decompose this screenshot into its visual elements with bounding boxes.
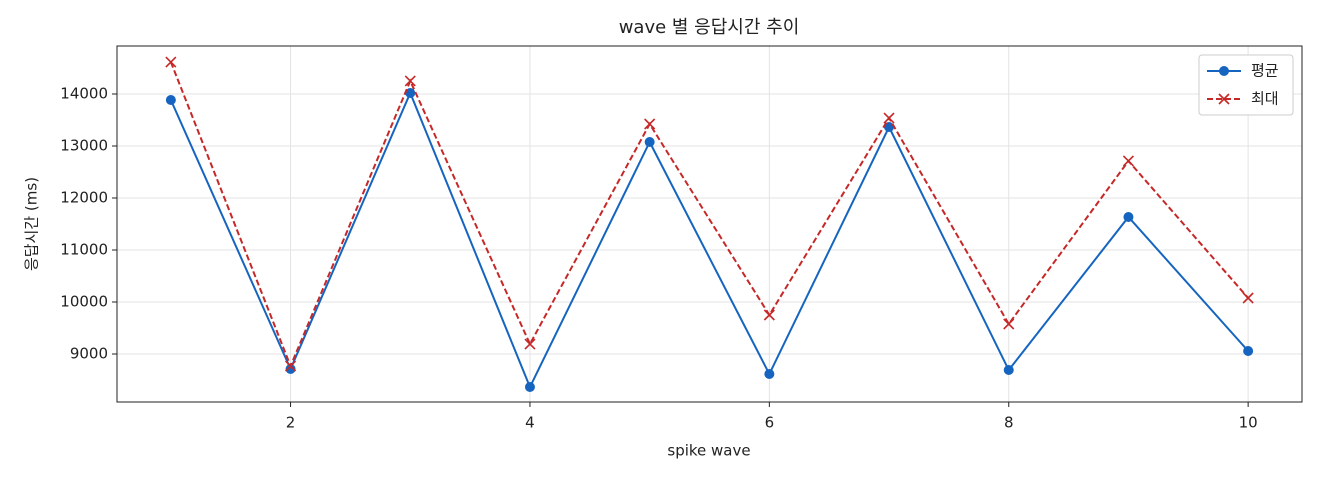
x-tick-label: 6 [765, 414, 775, 432]
legend-label: 평균 [1251, 62, 1279, 80]
point [884, 122, 895, 133]
point [285, 363, 296, 374]
legend-marker [1218, 93, 1230, 105]
point [1003, 365, 1014, 376]
x-tick-label: 10 [1239, 414, 1258, 432]
y-tick-label: 9000 [70, 345, 108, 363]
point [1122, 155, 1135, 167]
point [644, 118, 656, 130]
point [405, 88, 416, 99]
point [524, 382, 535, 393]
legend-marker [1219, 66, 1229, 76]
point [644, 136, 655, 147]
point [284, 360, 297, 372]
y-tick-label: 13000 [60, 136, 108, 154]
y-tick-label: 14000 [60, 84, 108, 102]
x-axis-label: spike wave [667, 442, 750, 460]
y-axis-label: 응답시간 (ms) [23, 177, 41, 271]
x-tick-label: 8 [1004, 414, 1014, 432]
point [165, 94, 176, 105]
point [763, 309, 775, 321]
series-line [169, 61, 1249, 369]
point [1123, 211, 1134, 222]
y-tick-label: 12000 [60, 188, 108, 206]
point [883, 112, 895, 124]
point [165, 56, 177, 68]
series-line [169, 90, 1249, 390]
plot-frame [116, 45, 1303, 403]
x-tick-label: 4 [525, 414, 535, 432]
legend-box [1198, 54, 1294, 116]
point [1243, 345, 1254, 356]
point [764, 369, 775, 380]
y-tick-label: 11000 [60, 241, 108, 259]
y-tick-label: 10000 [60, 293, 108, 311]
point [1003, 318, 1015, 330]
point [524, 338, 536, 350]
point [1242, 292, 1254, 304]
chart-title: wave 별 응답시간 추이 [619, 17, 800, 38]
legend-label: 최대 [1251, 90, 1279, 108]
x-tick-label: 2 [286, 414, 296, 432]
point [404, 75, 416, 87]
